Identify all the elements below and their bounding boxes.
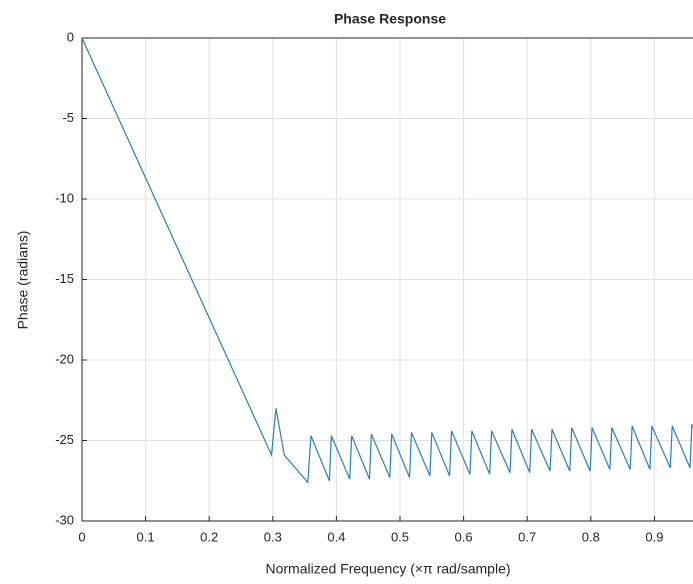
x-tick-label: 0.2 <box>200 529 218 544</box>
y-tick-label: -15 <box>55 271 74 286</box>
x-tick-label: 0.5 <box>391 529 409 544</box>
y-tick-label: 0 <box>67 29 74 44</box>
x-axis-label: Normalized Frequency (×π rad/sample) <box>265 561 510 577</box>
y-tick-label: -30 <box>55 512 74 527</box>
x-tick-label: 0.3 <box>264 529 282 544</box>
x-tick-label: 0.4 <box>327 529 345 544</box>
x-tick-label: 0.8 <box>582 529 600 544</box>
y-tick-label: -25 <box>55 432 74 447</box>
x-tick-label: 0.7 <box>518 529 536 544</box>
x-tick-label: 0.9 <box>645 529 663 544</box>
phase-line <box>81 37 693 484</box>
x-tick-label: 0.1 <box>137 529 155 544</box>
y-tick-label: -10 <box>55 190 74 205</box>
x-tick-label: 0.6 <box>455 529 473 544</box>
x-tick-label: 0 <box>78 529 85 544</box>
y-axis-label: Phase (radians) <box>15 231 31 330</box>
y-tick-label: -20 <box>55 351 74 366</box>
chart-title: Phase Response <box>334 11 446 27</box>
y-tick-label: -5 <box>62 110 74 125</box>
